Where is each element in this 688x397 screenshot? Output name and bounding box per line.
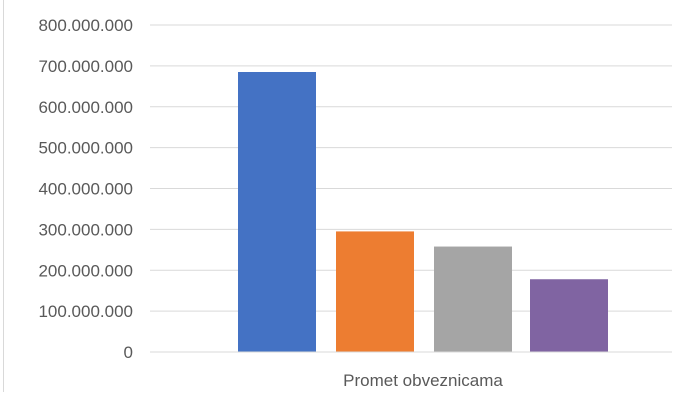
x-category-label: Promet obveznicama: [343, 371, 503, 390]
bar-series-2: [336, 231, 414, 352]
bar-series-1: [238, 72, 316, 352]
y-tick-label: 300.000.000: [38, 220, 133, 239]
y-tick-label: 200.000.000: [38, 261, 133, 280]
bars: [238, 72, 608, 352]
y-tick-label: 800.000.000: [38, 16, 133, 35]
y-axis-tick-labels: 0 100.000.000 200.000.000 300.000.000 400.00…: [38, 16, 133, 362]
y-tick-label: 500.000.000: [38, 139, 133, 158]
y-tick-label: 100.000.000: [38, 302, 133, 321]
bar-series-3: [434, 246, 512, 352]
y-tick-label: 700.000.000: [38, 57, 133, 76]
x-axis: Promet obveznicama: [150, 351, 672, 390]
y-tick-label: 0: [124, 343, 133, 362]
y-tick-label: 400.000.000: [38, 180, 133, 199]
y-tick-label: 600.000.000: [38, 98, 133, 117]
gridlines: [150, 24, 672, 353]
bar-series-4: [530, 279, 608, 352]
chart-frame-left-border: [3, 0, 4, 392]
